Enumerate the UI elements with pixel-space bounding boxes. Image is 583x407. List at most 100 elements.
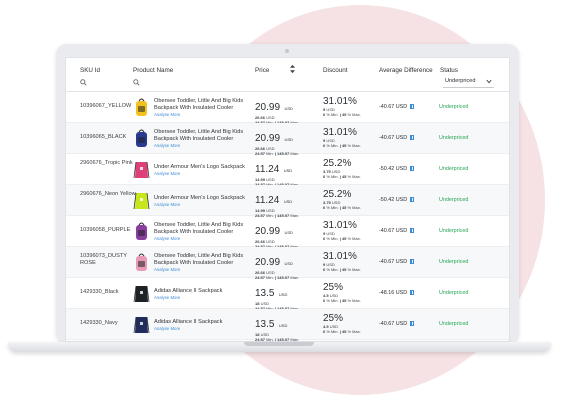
discount-amount: 4.5 — [323, 324, 329, 329]
average-difference-cell: -40.67 USD — [379, 104, 415, 110]
sackpack-icon — [133, 316, 150, 334]
analyse-more-link[interactable]: Analyse More — [154, 171, 181, 176]
table-row[interactable]: 2960676_Neon Yellow Under Armour Men's Lo… — [66, 185, 509, 218]
table-row[interactable]: 10396067_YELLOW Obersee Toddler, Little A… — [66, 92, 509, 126]
price-unit: USD — [284, 261, 293, 266]
max-label: Max. — [290, 275, 300, 280]
laptop-base — [8, 342, 551, 352]
search-icon[interactable] — [133, 79, 140, 86]
product-name-text: Obersee Toddler, Little And Big Kids Bac… — [154, 253, 244, 266]
sku-id: 1429330_Navy — [80, 320, 118, 326]
discount-amount: 4.5 — [323, 293, 329, 298]
column-header-status[interactable]: Status — [440, 67, 458, 74]
table-header: SKU Id Product Name Price Discount Avera… — [66, 58, 509, 92]
discount-max-label: % Max. — [347, 267, 361, 272]
original-price: 26.66 — [255, 270, 266, 275]
discount-unit: USD — [329, 293, 339, 298]
product-name-text: Obersee Toddler, Little And Big Kids Bac… — [154, 222, 244, 235]
details-icon[interactable] — [410, 290, 415, 295]
original-price: 14.99 — [255, 208, 266, 213]
details-icon[interactable] — [410, 259, 415, 264]
backpack-icon — [136, 129, 147, 147]
details-icon[interactable] — [410, 228, 415, 233]
price-value: 20.99 — [255, 102, 281, 113]
table-row[interactable]: 10396058_PURPLE Obersee Toddler, Little A… — [66, 216, 509, 249]
details-icon[interactable] — [410, 166, 415, 171]
discount-max: 45 — [341, 236, 347, 241]
discount-max: 45 — [341, 143, 347, 148]
table-row[interactable]: 2960676_Tropic Pink Under Armour Men's Lo… — [66, 154, 509, 188]
average-difference-value: -40.67 USD — [379, 321, 408, 327]
discount-min-label: % Min. — [326, 143, 339, 148]
discount-percent: 31.01% — [323, 127, 357, 138]
column-header-sku[interactable]: SKU Id — [80, 67, 100, 74]
max-label: Max. — [290, 120, 299, 125]
table-row[interactable]: 10396065_BLACK Obersee Toddler, Little An… — [66, 123, 509, 156]
discount-unit: USD — [326, 138, 335, 143]
discount-percent: 25% — [323, 313, 344, 324]
details-icon[interactable] — [410, 321, 415, 326]
price-unit: USD — [283, 168, 293, 173]
discount-cell: 25.2% 3.75 USD 6 % Min. | 45 % Max. — [323, 159, 378, 180]
average-difference-cell: -40.67 USD — [379, 228, 415, 234]
discount-percent: 25% — [323, 282, 344, 293]
backpack-icon — [136, 98, 147, 116]
table-row[interactable]: 1429330_Black Adidas Alliance II Sackpack… — [66, 278, 509, 312]
average-difference-cell: -50.42 USD — [379, 166, 415, 172]
original-price: 26.66 — [255, 115, 266, 120]
analyse-more-link[interactable]: Analyse More — [154, 295, 181, 300]
search-icon[interactable] — [80, 79, 87, 86]
sku-id: 10396067_YELLOW — [80, 103, 132, 109]
analyse-more-link[interactable]: Analyse More — [154, 143, 181, 148]
sort-icon[interactable] — [289, 64, 296, 74]
average-difference-cell: -48.16 USD — [379, 290, 415, 296]
min-price: 24.57 — [255, 244, 265, 249]
price-value: 20.99 — [255, 226, 281, 237]
analyse-more-link[interactable]: Analyse More — [154, 112, 181, 117]
details-icon[interactable] — [410, 135, 415, 140]
max-label: Max. — [290, 182, 299, 187]
average-difference-cell: -50.42 USD — [379, 197, 415, 203]
original-price-unit: USD — [266, 239, 275, 244]
analyse-more-link[interactable]: Analyse More — [154, 267, 181, 272]
discount-min: 6 — [323, 174, 326, 179]
discount-unit: USD — [331, 169, 341, 174]
status-filter-dropdown[interactable]: Underpriced — [443, 76, 494, 88]
analyse-more-link[interactable]: Analyse More — [154, 202, 181, 207]
original-price: 18 — [255, 332, 260, 337]
backpack-icon — [136, 253, 147, 271]
discount-cell: 31.01% 9 USD 6 % Min. | 45 % Max. — [323, 220, 378, 242]
min-price: 24.57 — [255, 120, 265, 125]
discount-min-label: % Min. — [326, 236, 339, 241]
details-icon[interactable] — [410, 197, 415, 202]
column-header-price[interactable]: Price — [255, 67, 270, 74]
laptop-notch — [244, 342, 314, 346]
analyse-more-link[interactable]: Analyse More — [154, 326, 181, 331]
min-label: Min. — [266, 151, 274, 156]
max-price: 145.07 — [277, 337, 290, 342]
min-label: Min. — [266, 244, 274, 249]
discount-percent: 31.01% — [323, 96, 357, 107]
discount-percent: 31.01% — [323, 220, 357, 231]
column-header-average-difference[interactable]: Average Difference — [379, 67, 433, 74]
price-unit: USD — [284, 230, 293, 235]
average-difference-cell: -40.67 USD — [379, 321, 415, 327]
column-header-discount[interactable]: Discount — [323, 67, 348, 74]
product-name-text: Adidas Alliance II Sackpack — [154, 288, 223, 294]
original-price-unit: USD — [266, 208, 275, 213]
analyse-more-link[interactable]: Analyse More — [154, 236, 181, 241]
column-header-product[interactable]: Product Name — [133, 67, 174, 74]
discount-min: 6 — [323, 236, 326, 241]
table-row[interactable]: 1429330_Navy Adidas Alliance II Sackpack A… — [66, 309, 509, 342]
min-price: 24.57 — [255, 337, 266, 342]
discount-cell: 31.01% 9 USD 6 % Min. | 45 % Max. — [323, 252, 378, 273]
details-icon[interactable] — [410, 104, 415, 109]
camera-icon — [285, 49, 289, 53]
sackpack-icon — [133, 285, 150, 303]
discount-cell: 25% 4.5 USD 6 % Min. | 45 % Max. — [323, 282, 378, 304]
table-row[interactable]: 10396073_DUSTY ROSE Obersee Toddler, Litt… — [66, 247, 509, 280]
max-price: 145.07 — [277, 244, 289, 249]
